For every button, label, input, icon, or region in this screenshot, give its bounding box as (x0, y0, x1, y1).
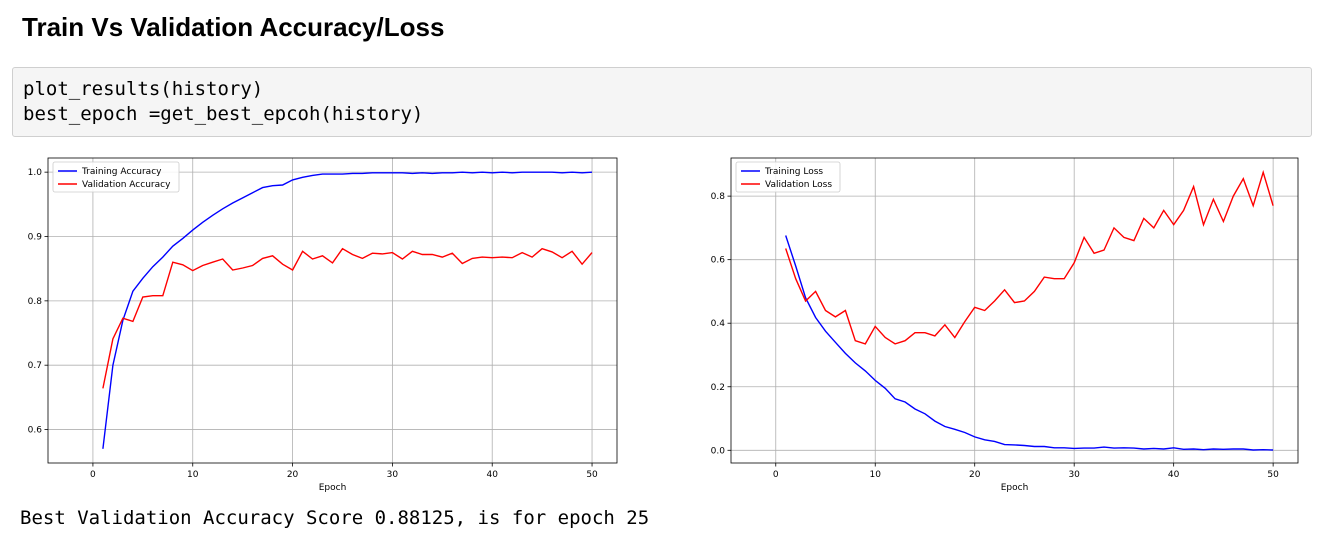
y-tick-label: 0.4 (711, 319, 726, 329)
x-tick-label: 50 (1267, 470, 1279, 480)
x-axis-label: Epoch (319, 483, 347, 493)
x-tick-label: 0 (773, 470, 779, 480)
legend-label: Training Loss (764, 167, 823, 177)
y-tick-label: 0.0 (711, 446, 726, 456)
accuracy-chart: 0 10 20 30 40 50 0.6 0.7 0.8 0.9 1.0 Epoch Training … (28, 157, 618, 493)
code-line-best-epoch: best_epoch =get_best_epcoh(history) (23, 103, 424, 125)
loss-chart: 0 10 20 30 40 50 0.0 0.2 0.4 0.6 0.8 Epoch Training … (711, 157, 1299, 493)
y-tick-label: 1.0 (28, 168, 43, 178)
y-tick-label: 0.6 (28, 426, 43, 436)
code-cell[interactable]: plot_results(history) best_epoch =get_be… (12, 67, 1312, 137)
x-tick-label: 10 (187, 470, 199, 480)
legend-box (52, 161, 180, 193)
y-tick-label: 0.7 (28, 361, 42, 371)
plot-frame (730, 157, 1299, 464)
legend: Training Accuracy Validation Accuracy (52, 161, 180, 193)
y-tick-label: 0.9 (28, 233, 43, 243)
x-tick-label: 10 (870, 470, 882, 480)
x-tick-label: 0 (90, 470, 96, 480)
legend-box (735, 161, 841, 193)
x-tick-label: 40 (486, 470, 498, 480)
code-line-plot-results: plot_results(history) (23, 78, 264, 100)
best-score-output: Best Validation Accuracy Score 0.88125, … (20, 507, 650, 529)
x-tick-label: 40 (1168, 470, 1180, 480)
y-tick-label: 0.6 (711, 256, 726, 266)
section-heading: Train Vs Validation Accuracy/Loss (22, 12, 445, 42)
y-tick-label: 0.2 (711, 383, 725, 393)
x-tick-label: 50 (586, 470, 598, 480)
y-tick-label: 0.8 (711, 192, 726, 202)
legend-label: Validation Accuracy (82, 180, 171, 190)
x-axis-label: Epoch (1001, 483, 1029, 493)
legend: Training Loss Validation Loss (735, 161, 841, 193)
legend-label: Validation Loss (765, 180, 832, 190)
x-tick-label: 20 (969, 470, 981, 480)
series-line-training-loss (785, 235, 1274, 451)
x-tick-label: 30 (1068, 470, 1080, 480)
y-tick-label: 0.8 (28, 297, 43, 307)
x-tick-label: 20 (287, 470, 299, 480)
series-line-training-accuracy (102, 171, 593, 449)
x-tick-label: 30 (387, 470, 399, 480)
plot-frame (47, 157, 618, 464)
legend-label: Training Accuracy (81, 167, 162, 177)
series-line-validation-loss (785, 169, 1274, 345)
series-line-validation-accuracy (102, 247, 593, 389)
